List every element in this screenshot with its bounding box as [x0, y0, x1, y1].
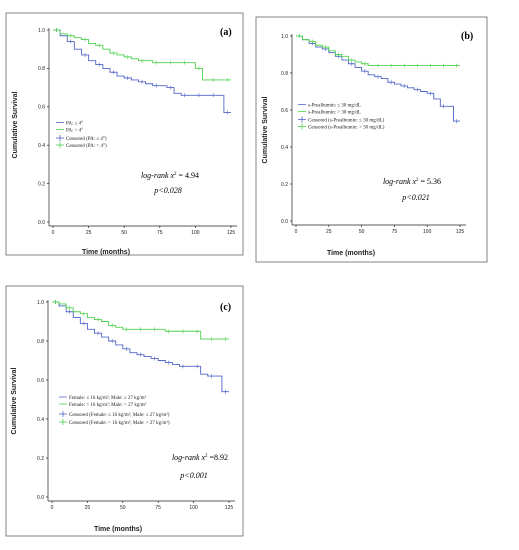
legend-item: PA: > 4°	[56, 129, 83, 134]
survival-curve-low	[53, 29, 231, 114]
panel-a-legend: PA: ≤ 4° PA: > 4° Censored (PA: ≤ 4°) Ce…	[56, 122, 107, 149]
y-tick-label: 0.6	[281, 108, 288, 114]
survival-curve-high	[296, 35, 460, 67]
panel-a-logrank: log-rank x2 = 4.94	[141, 171, 199, 180]
panel-b-legend: s-Prealbumin: ≤ 30 mg/dL s-Prealbumin: >…	[298, 104, 385, 131]
x-tick-label: 0	[51, 505, 54, 511]
legend-entry: s-Prealbumin: > 30 mg/dL	[308, 111, 361, 116]
y-tick-label: 0.8	[37, 339, 44, 345]
legend-item: Female: > 16 kg/m²; Male: > 27 kg/m²	[59, 402, 147, 408]
survival-curve-low	[296, 35, 460, 122]
survival-curve-high	[52, 301, 229, 340]
x-tick-label: 25	[86, 230, 92, 236]
legend-item: s-Prealbumin: > 30 mg/dL	[298, 111, 361, 116]
y-tick-label: 0.8	[281, 71, 288, 77]
legend-item: Censored (s-Prealbumin: > 30 mg/dL)	[298, 123, 385, 131]
legend-item: PA: ≤ 4°	[56, 122, 83, 127]
x-tick-label: 0	[52, 230, 55, 236]
x-tick-label: 100	[191, 230, 200, 236]
panel-c-x-axis-label: Time (months)	[94, 526, 142, 533]
legend-item: s-Prealbumin: ≤ 30 mg/dL	[298, 104, 361, 109]
y-tick-label: 0.2	[38, 181, 45, 187]
panel-c: (c) Cumulative Survival Time (months) 0.…	[5, 285, 244, 537]
x-tick-label: 0	[295, 229, 298, 235]
panel-c-legend: Female: ≤ 16 kg/m²; Male: ≤ 27 kg/m² Fem…	[59, 395, 170, 426]
y-tick-label: 0.0	[37, 495, 44, 501]
legend-entry: Censored (PA: ≤ 4°)	[66, 137, 107, 142]
legend-entry: Censored (Female: ≤ 16 kg/m²; Male: ≤ 27…	[69, 412, 170, 418]
y-tick-label: 0.4	[37, 417, 44, 423]
panel-b-pvalue: p<0.021	[401, 193, 429, 202]
y-tick-label: 0.8	[38, 66, 45, 72]
panel-b-y-axis-label: Cumulative Survival	[262, 96, 269, 163]
legend-entry: Female: > 16 kg/m²; Male: > 27 kg/m²	[69, 402, 147, 408]
y-tick-label: 0.0	[281, 219, 288, 225]
x-tick-label: 50	[121, 230, 127, 236]
panel-c-pvalue: p<0.001	[179, 471, 207, 480]
legend-entry: s-Prealbumin: ≤ 30 mg/dL	[308, 104, 361, 109]
y-tick-label: 0.0	[38, 220, 45, 226]
panel-a-y-axis-label: Cumulative Survival	[12, 91, 19, 158]
x-tick-label: 25	[85, 505, 91, 511]
panel-c-logrank: log-rank x2 =8.92	[172, 453, 228, 462]
legend-entry: Female: ≤ 16 kg/m²; Male: ≤ 27 kg/m²	[69, 395, 146, 401]
y-tick-label: 0.2	[37, 456, 44, 462]
panel-c-frame	[5, 285, 244, 537]
y-tick-label: 0.4	[281, 145, 288, 151]
legend-entry: Censored (s-Prealbumin: ≤ 30 mg/dL)	[308, 119, 385, 124]
legend-entry: PA: ≤ 4°	[66, 122, 83, 127]
x-tick-label: 50	[359, 229, 365, 235]
x-tick-label: 100	[189, 505, 198, 511]
panel-c-y-axis-label: Cumulative Survival	[11, 367, 18, 434]
y-tick-label: 0.6	[37, 378, 44, 384]
x-tick-label: 125	[456, 229, 465, 235]
panel-b-frame	[255, 16, 488, 263]
x-tick-label: 75	[155, 505, 161, 511]
panel-a-label: (a)	[220, 27, 232, 38]
legend-item: Female: ≤ 16 kg/m²; Male: ≤ 27 kg/m²	[59, 395, 146, 401]
x-tick-label: 75	[392, 229, 398, 235]
legend-item: Censored (Female: > 16 kg/m²; Male: > 27…	[59, 419, 170, 426]
legend-entry: Censored (PA: > 4°)	[66, 144, 107, 149]
legend-item: Censored (s-Prealbumin: ≤ 30 mg/dL)	[298, 116, 385, 124]
y-tick-label: 0.4	[38, 143, 45, 149]
legend-item: Censored (PA: ≤ 4°)	[56, 135, 107, 142]
x-tick-label: 75	[157, 230, 163, 236]
legend-entry: PA: > 4°	[66, 129, 83, 134]
panel-a-pvalue: p<0.028	[153, 186, 181, 195]
panel-b-label: (b)	[461, 31, 473, 42]
panel-b-x-axis-label: Time (months)	[327, 250, 375, 257]
x-tick-label: 25	[326, 229, 332, 235]
panel-a-frame	[5, 12, 244, 256]
y-tick-label: 1.0	[37, 300, 44, 306]
panel-a: (a) Cumulative Survival Time (months) 0.…	[5, 12, 244, 256]
legend-entry: Censored (s-Prealbumin: > 30 mg/dL)	[308, 126, 385, 131]
y-tick-label: 1.0	[281, 34, 288, 40]
y-tick-label: 1.0	[38, 28, 45, 34]
x-tick-label: 50	[120, 505, 126, 511]
y-tick-label: 0.6	[38, 105, 45, 111]
y-tick-label: 0.2	[281, 182, 288, 188]
survival-curve-high	[53, 29, 231, 81]
x-tick-label: 125	[225, 505, 234, 511]
survival-curve-low	[52, 301, 229, 393]
panel-c-label: (c)	[220, 302, 231, 313]
x-tick-label: 100	[423, 229, 432, 235]
legend-entry: Censored (Female: > 16 kg/m²; Male: > 27…	[69, 420, 170, 426]
legend-item: Censored (PA: > 4°)	[56, 142, 107, 149]
panel-b-logrank: log-rank x2 = 5.36	[383, 177, 441, 186]
panel-a-x-axis-label: Time (months)	[82, 249, 130, 256]
legend-item: Censored (Female: ≤ 16 kg/m²; Male: ≤ 27…	[59, 411, 170, 418]
panel-b: (b) Cumulative Survival Time (months) 0.…	[255, 16, 488, 263]
x-tick-label: 125	[227, 230, 236, 236]
